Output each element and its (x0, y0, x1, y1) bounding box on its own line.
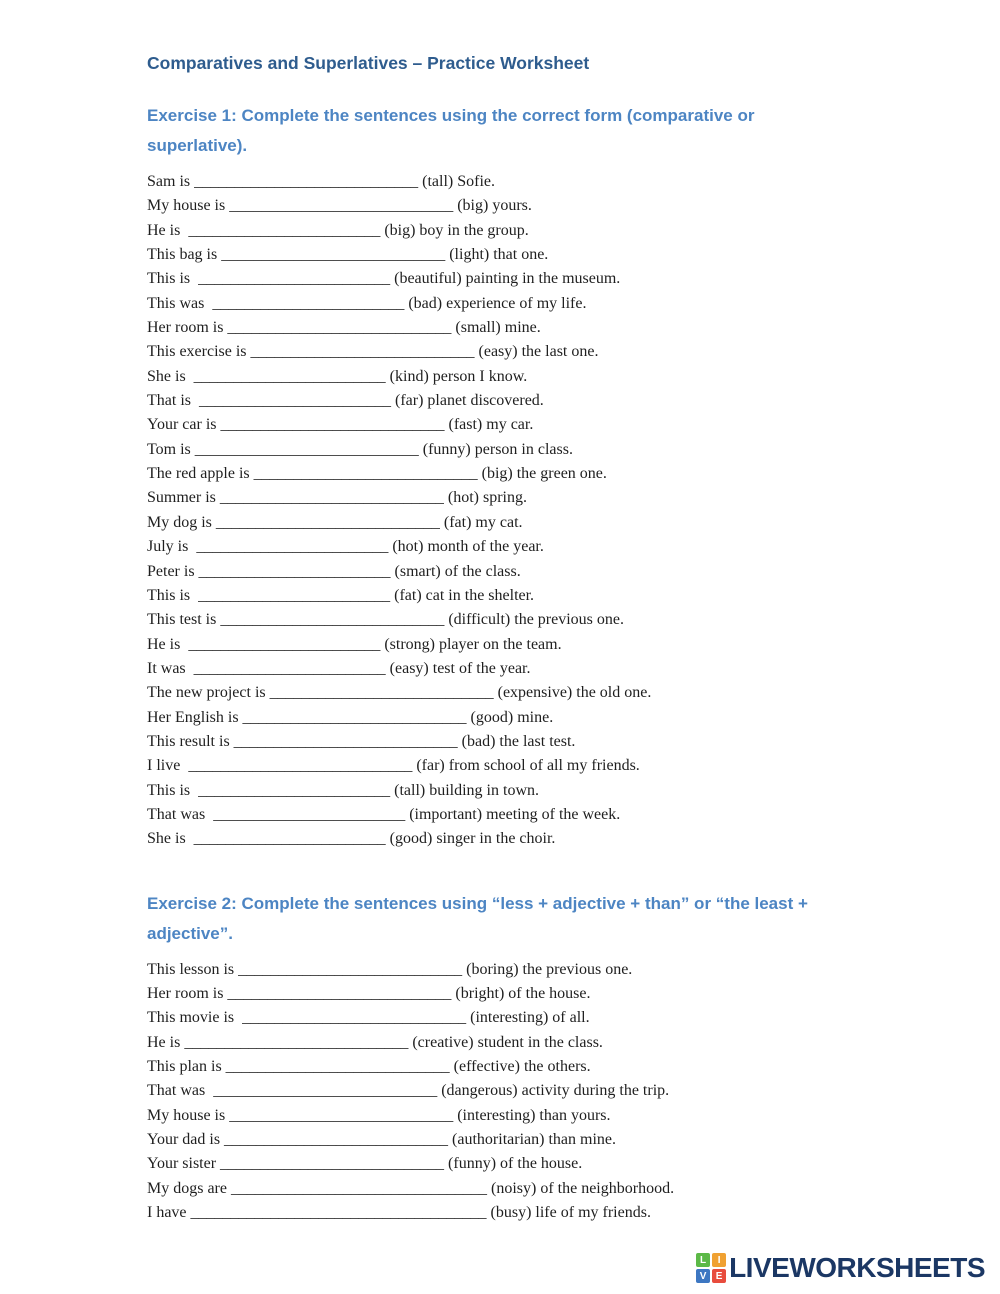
sentence-line: This plan is ___________________________… (147, 1058, 591, 1075)
worksheet-content: Comparatives and Superlatives – Practice… (147, 53, 849, 1225)
logo-tile: I (712, 1253, 727, 1267)
sentence-line: My dog is ____________________________ (… (147, 513, 523, 531)
sentence-line: This lesson is _________________________… (147, 960, 633, 978)
sentence-line: Peter is ________________________ (smart… (147, 562, 521, 580)
liveworksheets-logo-icon: L I V E (696, 1253, 727, 1283)
sentence-line: This exercise is _______________________… (147, 343, 599, 361)
sentence-line: Her room is ____________________________… (147, 319, 541, 337)
exercise-1-sentence-list: Sam is ____________________________ (tal… (147, 170, 849, 852)
sentence-line: My house is ____________________________… (147, 197, 532, 215)
sentence-line: The red apple is _______________________… (147, 465, 607, 483)
page-title: Comparatives and Superlatives – Practice… (147, 53, 590, 73)
sentence-line: He is ____________________________ (crea… (147, 1033, 603, 1051)
logo-tile: V (696, 1269, 711, 1283)
sentence-line: Tom is ____________________________ (fun… (147, 440, 573, 458)
sentence-line: This is ________________________ (tall) … (147, 781, 539, 799)
sentence-line: This movie is __________________________… (147, 1009, 590, 1027)
exercise-2-sentence-list: This lesson is _________________________… (147, 958, 849, 1226)
sentence-line: That was ____________________________ (d… (147, 1082, 670, 1100)
liveworksheets-logo: L I V E LIVEWORKSHEETS (696, 1252, 985, 1284)
liveworksheets-logo-text: LIVEWORKSHEETS (729, 1252, 985, 1283)
sentence-line: The new project is _____________________… (147, 684, 652, 702)
exercise-2-heading: Exercise 2: Complete the sentences using… (147, 893, 808, 943)
sentence-line: Your dad is ____________________________… (147, 1131, 616, 1149)
sentence-line: This is ________________________ (fat) c… (147, 586, 535, 604)
sentence-line: This was ________________________ (bad) … (147, 294, 587, 312)
sentence-line: That is ________________________ (far) p… (147, 392, 544, 410)
sentence-line: This is ________________________ (beauti… (147, 270, 621, 288)
sentence-line: He is ________________________ (strong) … (147, 635, 562, 653)
sentence-line: Her room is ____________________________… (147, 984, 591, 1002)
sentence-line: She is ________________________ (good) s… (147, 830, 556, 848)
exercise-1-heading: Exercise 1: Complete the sentences using… (147, 106, 755, 155)
logo-tile: E (712, 1269, 727, 1283)
sentence-line: This bag is ____________________________… (147, 246, 549, 264)
sentence-line: I live ____________________________ (far… (147, 757, 640, 775)
sentence-line: Your car is ____________________________… (147, 416, 534, 434)
sentence-line: Your sister ____________________________… (147, 1155, 583, 1173)
sentence-line: July is ________________________ (hot) m… (147, 538, 544, 556)
sentence-line: This result is _________________________… (147, 732, 576, 750)
sentence-line: Her English is _________________________… (147, 708, 554, 726)
sentence-line: It was ________________________ (easy) t… (147, 659, 531, 677)
sentence-line: That was ________________________ (impor… (147, 805, 621, 823)
exercise-1-section: Exercise 1: Complete the sentences using… (147, 101, 849, 852)
logo-tile: L (696, 1253, 711, 1267)
sentence-line: My dogs are ____________________________… (147, 1179, 675, 1197)
sentence-line: I have _________________________________… (147, 1204, 651, 1222)
sentence-line: She is ________________________ (kind) p… (147, 367, 528, 385)
sentence-line: He is ________________________ (big) boy… (147, 221, 529, 239)
sentence-line: Sam is ____________________________ (tal… (147, 173, 495, 190)
sentence-line: This test is ___________________________… (147, 611, 624, 629)
sentence-line: Summer is ____________________________ (… (147, 489, 527, 507)
exercise-2-section: Exercise 2: Complete the sentences using… (147, 889, 849, 1226)
sentence-line: My house is ____________________________… (147, 1106, 611, 1124)
